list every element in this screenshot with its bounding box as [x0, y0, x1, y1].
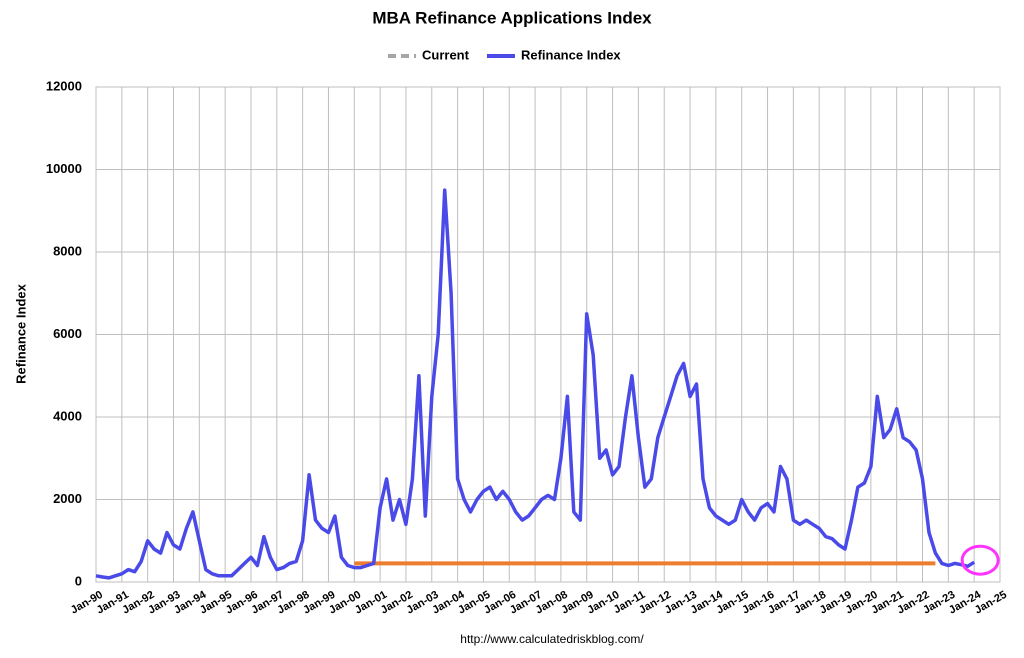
highlight-circle: [960, 544, 1000, 576]
y-tick-label: 6000: [53, 326, 82, 341]
y-tick-label: 4000: [53, 408, 82, 423]
y-axis-label: Refinance Index: [13, 283, 28, 383]
series-line: [95, 188, 976, 580]
legend-label: Refinance Index: [521, 47, 621, 62]
source: http://www.calculatedriskblog.com/: [460, 632, 644, 646]
y-tick-label: 0: [75, 573, 82, 588]
y-tick-label: 12000: [46, 78, 82, 93]
y-tick-label: 8000: [53, 243, 82, 258]
chart-title: MBA Refinance Applications Index: [372, 8, 652, 27]
y-tick-label: 2000: [53, 491, 82, 506]
legend-label: Current: [422, 47, 470, 62]
y-tick-label: 10000: [46, 161, 82, 176]
